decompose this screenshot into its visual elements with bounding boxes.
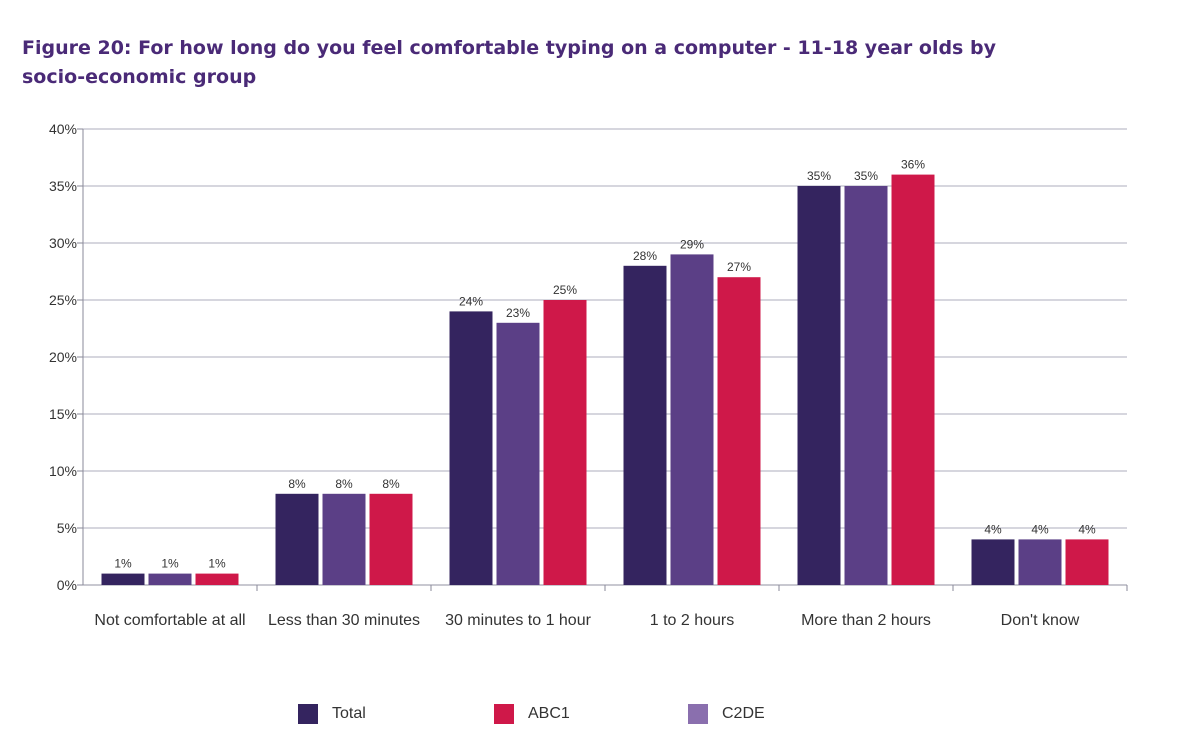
bar-c2de (148, 573, 192, 585)
legend-label-abc1: ABC1 (528, 705, 570, 722)
data-label: 4% (984, 522, 1002, 536)
legend-item-abc1: ABC1 (494, 704, 570, 724)
y-tick-label: 0% (57, 577, 77, 593)
bar-abc1 (543, 300, 587, 585)
x-category-label: Not comfortable at all (94, 612, 245, 629)
bar-total (275, 493, 319, 585)
y-tick-label: 15% (49, 406, 77, 422)
data-label: 1% (114, 557, 132, 571)
y-tick-label: 25% (49, 292, 77, 308)
bar-abc1 (717, 277, 761, 585)
bar-c2de (670, 254, 714, 585)
data-label: 35% (807, 169, 831, 183)
legend-swatch-c2de (688, 704, 708, 724)
x-category-label: Less than 30 minutes (268, 612, 420, 629)
data-label: 4% (1078, 522, 1096, 536)
data-label: 25% (553, 283, 577, 297)
data-label: 28% (633, 249, 657, 263)
legend-label-total: Total (332, 705, 366, 722)
y-tick-label: 35% (49, 178, 77, 194)
y-tick-label: 5% (57, 520, 77, 536)
data-label: 4% (1031, 522, 1049, 536)
data-label: 1% (208, 557, 226, 571)
data-label: 36% (901, 158, 925, 172)
data-label: 35% (854, 169, 878, 183)
chart-title: Figure 20: For how long do you feel comf… (22, 37, 996, 88)
bar-total (971, 539, 1015, 585)
bar-c2de (496, 322, 540, 585)
x-category-label: 1 to 2 hours (650, 612, 735, 629)
bar-total (449, 311, 493, 585)
bar-c2de (844, 186, 888, 585)
data-label: 8% (382, 477, 400, 491)
data-label: 8% (288, 477, 306, 491)
data-label: 8% (335, 477, 353, 491)
bar-c2de (1018, 539, 1062, 585)
y-tick-label: 10% (49, 463, 77, 479)
bar-abc1 (891, 174, 935, 585)
bar-abc1 (369, 493, 413, 585)
x-category-label: Don't know (1001, 612, 1080, 629)
data-label: 1% (161, 557, 179, 571)
y-tick-label: 30% (49, 235, 77, 251)
legend-swatch-total (298, 704, 318, 724)
legend-swatch-abc1 (494, 704, 514, 724)
legend-item-total: Total (298, 704, 366, 724)
bar-chart: 0% 5% 10% 15% 20% 25% 30% 35% 40% 1% 1% 1% Not comfo… (49, 121, 1128, 629)
data-label: 29% (680, 237, 704, 251)
legend-item-c2de: C2DE (688, 704, 765, 724)
bar-total (623, 265, 667, 585)
bar-abc1 (195, 573, 239, 585)
y-tick-label: 40% (49, 121, 77, 137)
legend-label-c2de: C2DE (722, 705, 765, 722)
chart-legend: Total ABC1 C2DE (0, 704, 1200, 732)
bar-total (101, 573, 145, 585)
y-tick-label: 20% (49, 349, 77, 365)
data-label: 27% (727, 260, 751, 274)
bar-abc1 (1065, 539, 1109, 585)
bar-c2de (322, 493, 366, 585)
data-label: 24% (459, 294, 483, 308)
x-category-label: 30 minutes to 1 hour (445, 612, 592, 629)
x-category-label: More than 2 hours (801, 612, 931, 629)
data-label: 23% (506, 306, 530, 320)
bar-total (797, 186, 841, 585)
